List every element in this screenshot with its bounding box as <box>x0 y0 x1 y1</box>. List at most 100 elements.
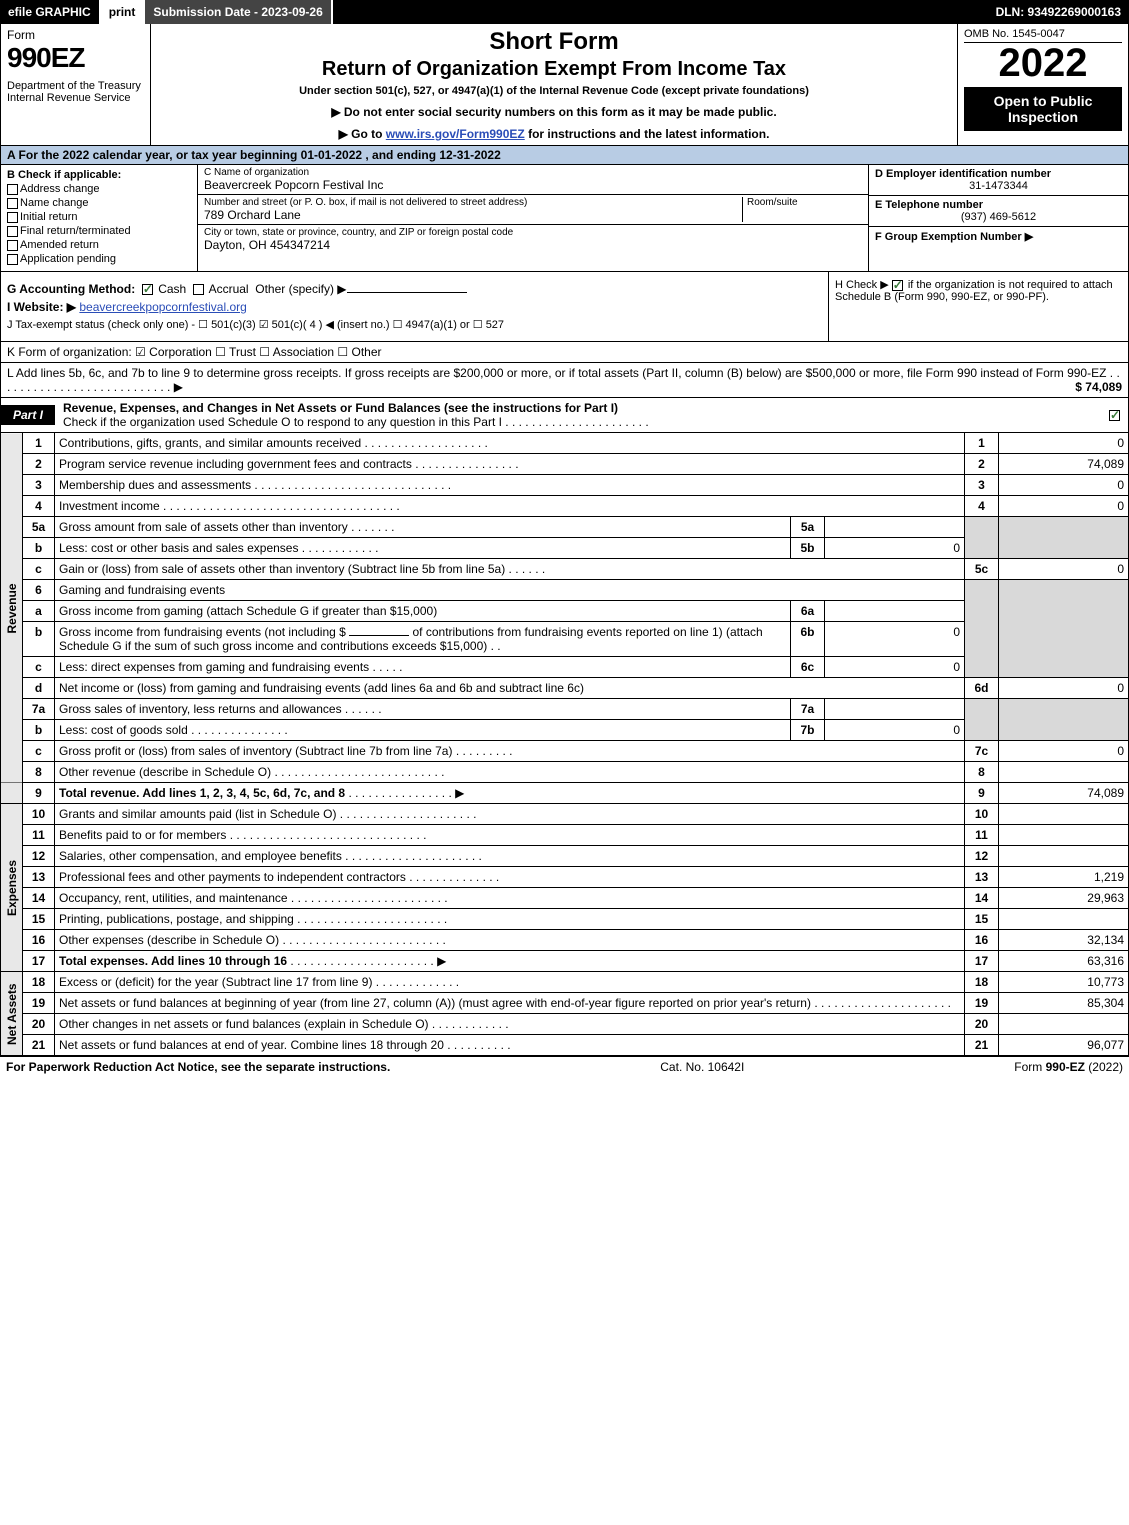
line-10: Expenses 10 Grants and similar amounts p… <box>1 804 1129 825</box>
line-16-box: 16 <box>965 930 999 951</box>
line-7b: b Less: cost of goods sold . . . . . . .… <box>1 720 1129 741</box>
ein-value: 31-1473344 <box>875 180 1122 192</box>
h-prefix: H Check ▶ <box>835 279 892 291</box>
chk-amended-return[interactable]: Amended return <box>7 239 191 251</box>
part-1-title-text: Revenue, Expenses, and Changes in Net As… <box>63 401 618 415</box>
chk-cash[interactable] <box>142 284 153 295</box>
chk-address-change[interactable]: Address change <box>7 183 191 195</box>
line-21: 21 Net assets or fund balances at end of… <box>1 1035 1129 1056</box>
line-7a-mini: 7a <box>791 699 825 720</box>
line-6c-num: c <box>23 657 55 678</box>
line-15-num: 15 <box>23 909 55 930</box>
line-7b-num: b <box>23 720 55 741</box>
line-18-val: 10,773 <box>999 972 1129 993</box>
vert-revenue-end <box>1 783 23 804</box>
i-website-line: I Website: ▶ beavercreekpopcornfestival.… <box>7 300 822 314</box>
line-4: 4 Investment income . . . . . . . . . . … <box>1 496 1129 517</box>
line-17-val: 63,316 <box>999 951 1129 972</box>
chk-name-change[interactable]: Name change <box>7 197 191 209</box>
line-21-val: 96,077 <box>999 1035 1129 1056</box>
line-9-num: 9 <box>23 783 55 804</box>
part-1-table: Revenue 1 Contributions, gifts, grants, … <box>0 433 1129 1056</box>
line-2-box: 2 <box>965 454 999 475</box>
line-4-val: 0 <box>999 496 1129 517</box>
line-19-desc: Net assets or fund balances at beginning… <box>59 996 811 1010</box>
line-6a-num: a <box>23 601 55 622</box>
line-7c-box: 7c <box>965 741 999 762</box>
line-16-val: 32,134 <box>999 930 1129 951</box>
irs-link[interactable]: www.irs.gov/Form990EZ <box>386 127 525 141</box>
line-9-box: 9 <box>965 783 999 804</box>
website-link[interactable]: beavercreekpopcornfestival.org <box>79 300 246 314</box>
line-2-desc: Program service revenue including govern… <box>59 457 412 471</box>
line-12-box: 12 <box>965 846 999 867</box>
ssn-warning: ▶ Do not enter social security numbers o… <box>159 105 949 119</box>
print-button[interactable]: print <box>101 0 146 24</box>
line-7a-desc: Gross sales of inventory, less returns a… <box>59 702 342 716</box>
line-1-val: 0 <box>999 433 1129 454</box>
vert-revenue: Revenue <box>1 433 23 783</box>
line-5b-desc: Less: cost or other basis and sales expe… <box>59 541 298 555</box>
line-6b-num: b <box>23 622 55 657</box>
line-9: 9 Total revenue. Add lines 1, 2, 3, 4, 5… <box>1 783 1129 804</box>
chk-application-pending-label: Application pending <box>20 253 116 265</box>
line-13-desc: Professional fees and other payments to … <box>59 870 406 884</box>
chk-initial-return[interactable]: Initial return <box>7 211 191 223</box>
line-19-val: 85,304 <box>999 993 1129 1014</box>
line-13-num: 13 <box>23 867 55 888</box>
column-c: C Name of organization Beavercreek Popco… <box>198 165 868 271</box>
line-5c-box: 5c <box>965 559 999 580</box>
chk-application-pending[interactable]: Application pending <box>7 253 191 265</box>
submission-date: Submission Date - 2023-09-26 <box>145 0 332 24</box>
line-5a: 5a Gross amount from sale of assets othe… <box>1 517 1129 538</box>
chk-accrual-label: Accrual <box>209 282 249 296</box>
column-g: G Accounting Method: Cash Accrual Other … <box>1 272 828 341</box>
line-3-box: 3 <box>965 475 999 496</box>
line-15-box: 15 <box>965 909 999 930</box>
line-7c-num: c <box>23 741 55 762</box>
line-6b-minival: 0 <box>825 622 965 657</box>
line-6d: d Net income or (loss) from gaming and f… <box>1 678 1129 699</box>
line-20: 20 Other changes in net assets or fund b… <box>1 1014 1129 1035</box>
line-1-desc: Contributions, gifts, grants, and simila… <box>59 436 361 450</box>
line-7c: c Gross profit or (loss) from sales of i… <box>1 741 1129 762</box>
line-14: 14 Occupancy, rent, utilities, and maint… <box>1 888 1129 909</box>
g-other-input[interactable] <box>347 292 467 293</box>
dln-label: DLN: 93492269000163 <box>988 0 1129 24</box>
line-13-box: 13 <box>965 867 999 888</box>
footer-left: For Paperwork Reduction Act Notice, see … <box>6 1060 390 1074</box>
footer-right-post: (2022) <box>1085 1060 1123 1074</box>
j-tax-exempt: J Tax-exempt status (check only one) - ☐… <box>7 318 822 331</box>
chk-final-return[interactable]: Final return/terminated <box>7 225 191 237</box>
line-6b-input[interactable] <box>349 635 409 636</box>
chk-cash-label: Cash <box>158 282 186 296</box>
chk-name-change-label: Name change <box>20 197 89 209</box>
line-16: 16 Other expenses (describe in Schedule … <box>1 930 1129 951</box>
chk-schedule-o-used[interactable] <box>1109 410 1120 421</box>
footer-right: Form 990-EZ (2022) <box>1014 1060 1123 1074</box>
page-footer: For Paperwork Reduction Act Notice, see … <box>0 1056 1129 1077</box>
line-17-box: 17 <box>965 951 999 972</box>
l-amount: $ 74,089 <box>1075 380 1122 394</box>
return-title: Return of Organization Exempt From Incom… <box>159 58 949 81</box>
line-11-num: 11 <box>23 825 55 846</box>
column-h: H Check ▶ if the organization is not req… <box>828 272 1128 341</box>
line-6-desc: Gaming and fundraising events <box>55 580 965 601</box>
line-4-box: 4 <box>965 496 999 517</box>
g-accounting-method: G Accounting Method: Cash Accrual Other … <box>7 282 822 296</box>
line-17-num: 17 <box>23 951 55 972</box>
form-word: Form <box>7 28 144 42</box>
row-l-gross-receipts: L Add lines 5b, 6c, and 7b to line 9 to … <box>0 363 1129 398</box>
line-4-num: 4 <box>23 496 55 517</box>
line-6c-minival: 0 <box>825 657 965 678</box>
goto-suffix: for instructions and the latest informat… <box>528 127 769 141</box>
line-12-val <box>999 846 1129 867</box>
form-header: Form 990EZ Department of the Treasury In… <box>0 24 1129 146</box>
chk-schedule-b-not-required[interactable] <box>892 280 903 291</box>
chk-accrual[interactable] <box>193 284 204 295</box>
line-20-val <box>999 1014 1129 1035</box>
header-right: OMB No. 1545-0047 2022 Open to Public In… <box>958 24 1128 145</box>
line-2-num: 2 <box>23 454 55 475</box>
line-18: Net Assets 18 Excess or (deficit) for th… <box>1 972 1129 993</box>
line-5b-minival: 0 <box>825 538 965 559</box>
